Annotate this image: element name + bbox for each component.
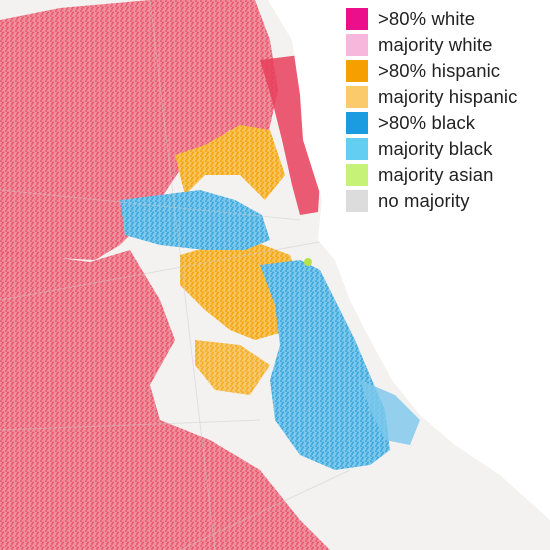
legend-swatch-black80	[346, 112, 368, 134]
white-area-north	[0, 0, 278, 260]
legend-label-black80: >80% black	[378, 112, 476, 133]
road-line-1	[0, 239, 331, 301]
road-line-5	[0, 189, 301, 221]
legend-label-asian_maj: majority asian	[378, 164, 494, 185]
legend-swatch-none	[346, 190, 368, 212]
road-line-2	[0, 419, 261, 431]
legend-swatch-white80	[346, 8, 368, 30]
legend-item-none: no majority	[346, 188, 550, 214]
legend-swatch-hispanic80	[346, 60, 368, 82]
black-area-west	[120, 190, 270, 250]
legend-swatch-hispanic_maj	[346, 86, 368, 108]
black-area-southeast	[360, 380, 420, 445]
legend-item-asian_maj: majority asian	[346, 162, 550, 188]
road-line-6	[179, 469, 351, 550]
hispanic-area-northwest	[175, 125, 285, 200]
legend-item-black80: >80% black	[346, 110, 550, 136]
legend-swatch-asian_maj	[346, 164, 368, 186]
legend-label-white80: >80% white	[378, 8, 476, 29]
asian-area-chinatown	[304, 258, 312, 266]
legend-label-black_maj: majority black	[378, 138, 493, 159]
legend-item-black_maj: majority black	[346, 136, 550, 162]
legend-item-hispanic_maj: majority hispanic	[346, 84, 550, 110]
black-area-south	[260, 260, 390, 470]
legend-label-hispanic_maj: majority hispanic	[378, 86, 518, 107]
legend-label-white_maj: majority white	[378, 34, 493, 55]
legend-item-white80: >80% white	[346, 6, 550, 32]
white-area-southwest	[0, 250, 330, 550]
road-line-3	[149, 0, 216, 550]
legend-label-hispanic80: >80% hispanic	[378, 60, 501, 81]
legend-item-hispanic80: >80% hispanic	[346, 58, 550, 84]
legend-swatch-white_maj	[346, 34, 368, 56]
lake-michigan	[268, 0, 550, 520]
hispanic-area-south	[195, 340, 270, 395]
legend-item-white_maj: majority white	[346, 32, 550, 58]
map-legend: >80% white majority white >80% hispanic maj…	[346, 6, 550, 214]
legend-label-none: no majority	[378, 190, 470, 211]
legend-swatch-black_maj	[346, 138, 368, 160]
